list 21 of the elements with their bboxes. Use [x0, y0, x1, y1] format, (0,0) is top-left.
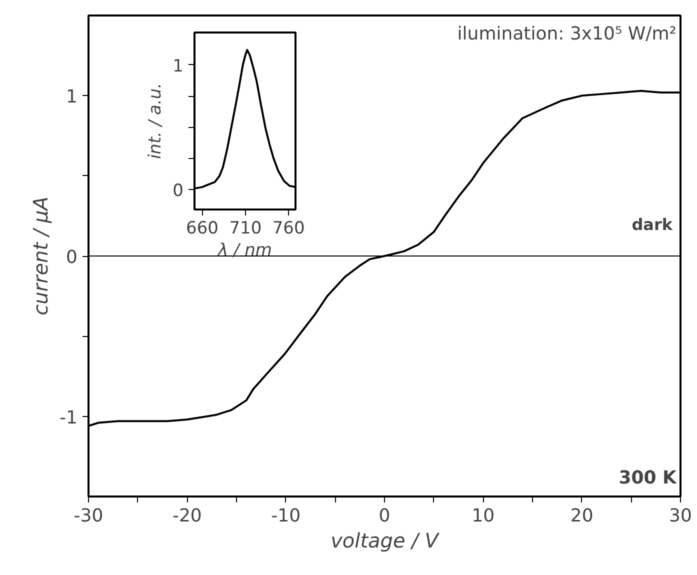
- annotation: ilumination: 3x10⁵ W/m²: [457, 24, 677, 44]
- y-axis-title: int. / a.u.: [146, 82, 166, 160]
- y-tick-label: 1: [172, 56, 184, 76]
- x-axis-title: λ / nm: [217, 240, 272, 260]
- x-tick-label: 710: [229, 218, 262, 238]
- x-tick-label: -30: [74, 506, 104, 526]
- y-tick-label: -1: [60, 407, 78, 428]
- x-tick-label: 760: [272, 218, 305, 238]
- annotation: 300 K: [618, 468, 678, 488]
- x-tick-label: 10: [472, 506, 495, 526]
- y-tick-label: 1: [66, 86, 78, 108]
- y-axis-title: current / µA: [28, 196, 53, 316]
- x-tick-label: 30: [669, 506, 692, 526]
- x-tick-label: 660: [186, 218, 218, 238]
- x-axis-title: voltage / V: [330, 528, 440, 552]
- y-tick-label: 0: [66, 247, 78, 268]
- series-label: dark: [632, 215, 673, 234]
- x-tick-label: -20: [172, 506, 202, 526]
- x-tick-label: 0: [378, 506, 390, 526]
- x-tick-label: -10: [271, 506, 301, 526]
- x-tick-label: 20: [570, 506, 594, 526]
